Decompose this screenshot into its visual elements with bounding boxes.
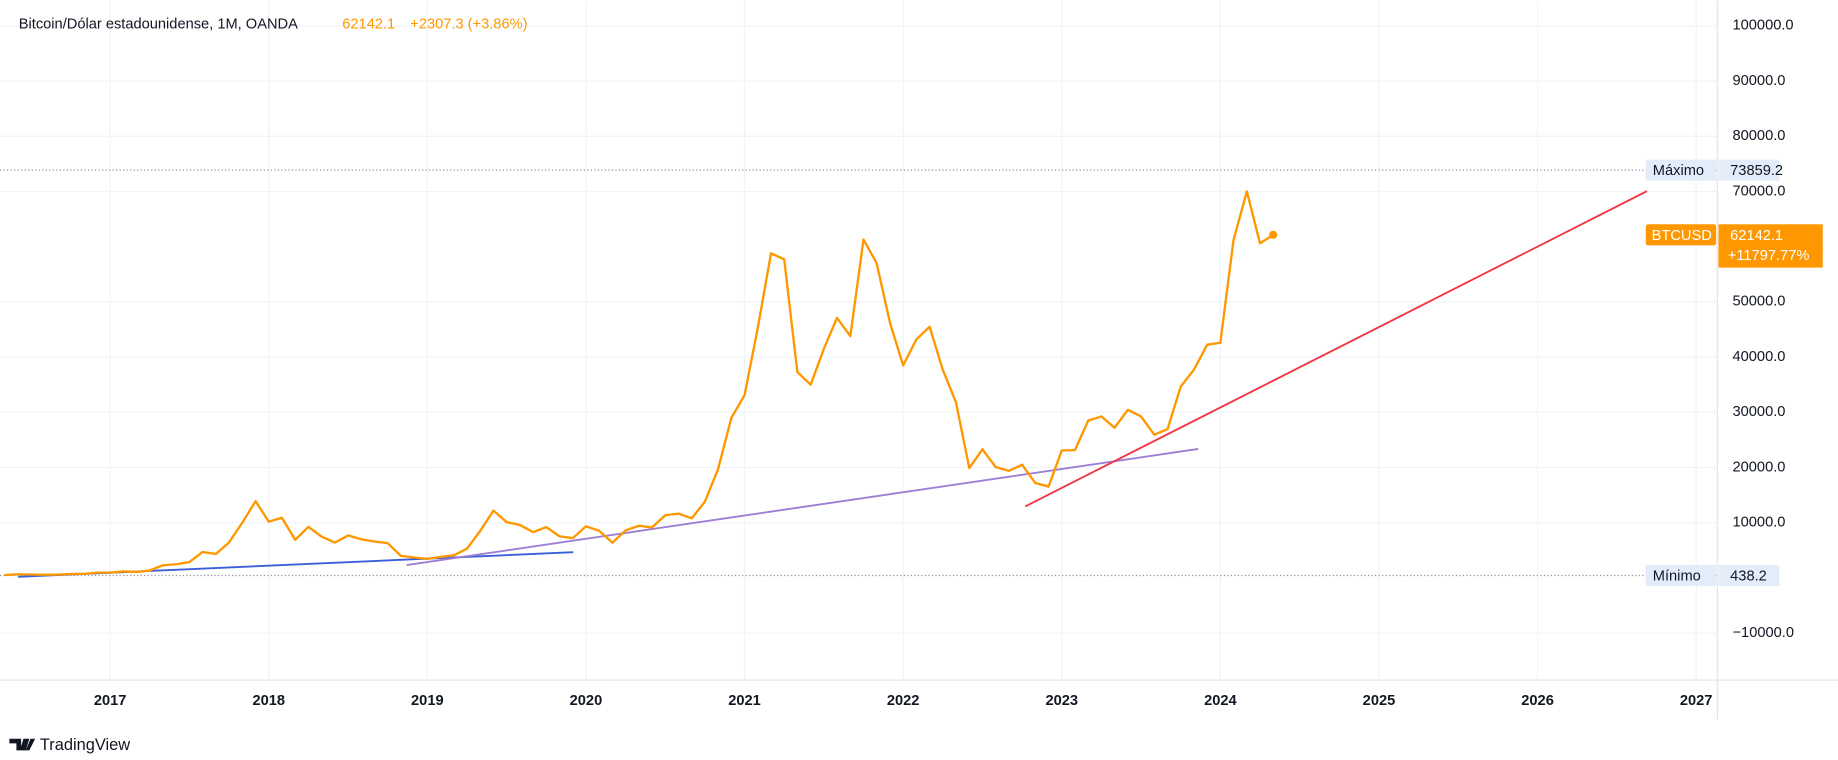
last-point (1269, 230, 1278, 239)
y-tick-label: 40000.0 (1733, 349, 1786, 365)
y-tick-label: 70000.0 (1733, 183, 1786, 199)
x-tick-label: 2018 (252, 693, 285, 709)
y-tick-label: 20000.0 (1733, 459, 1786, 475)
x-tick-label: 2017 (94, 693, 127, 709)
x-tick-label: 2027 (1680, 693, 1713, 709)
x-tick-label: 2019 (411, 693, 444, 709)
min-line-value-box (1718, 564, 1780, 587)
min-line-value: 438.2 (1730, 569, 1767, 585)
price-line (4, 190, 1274, 577)
y-tick-label: −10000.0 (1733, 625, 1794, 641)
y-tick-label: 50000.0 (1733, 294, 1786, 310)
y-tick-label: 90000.0 (1733, 73, 1786, 89)
marks (4, 190, 1648, 578)
min-line-label-box (1645, 564, 1717, 587)
y-tick-label: 100000.0 (1733, 18, 1794, 34)
symbol-box (1645, 224, 1717, 246)
chart-title: Bitcoin/Dólar estadounidense, 1M, OANDA (19, 17, 298, 33)
x-tick-label: 2023 (1045, 693, 1078, 709)
x-tick-label: 2021 (728, 693, 761, 709)
y-tick-label: 10000.0 (1733, 515, 1786, 531)
price-box (1718, 224, 1823, 268)
y-tick-label: 30000.0 (1733, 404, 1786, 420)
change: +2307.3 (+3.86%) (410, 17, 527, 33)
percent-label: +11797.77% (1728, 248, 1810, 264)
grid (0, 0, 1718, 681)
x-tick-label: 2024 (1204, 693, 1237, 709)
x-tick-label: 2020 (570, 693, 603, 709)
min-line-label: Mínimo (1653, 569, 1701, 585)
max-line-value: 73859.2 (1730, 163, 1783, 179)
x-tick-label: 2022 (887, 693, 920, 709)
x-tick-label: 2026 (1521, 693, 1554, 709)
last-price: 62142.1 (342, 17, 395, 33)
trendline (406, 448, 1199, 566)
y-tick-label: 80000.0 (1733, 128, 1786, 144)
brand: TradingView (40, 736, 130, 754)
logo (9, 738, 36, 751)
max-line-value-box (1718, 159, 1780, 181)
symbol-label: BTCUSD (1652, 228, 1712, 244)
max-line-label: Máximo (1653, 163, 1704, 179)
x-tick-label: 2025 (1363, 693, 1396, 709)
max-line-label-box (1645, 159, 1717, 181)
trendline (1024, 190, 1648, 508)
price-label: 62142.1 (1730, 228, 1783, 244)
